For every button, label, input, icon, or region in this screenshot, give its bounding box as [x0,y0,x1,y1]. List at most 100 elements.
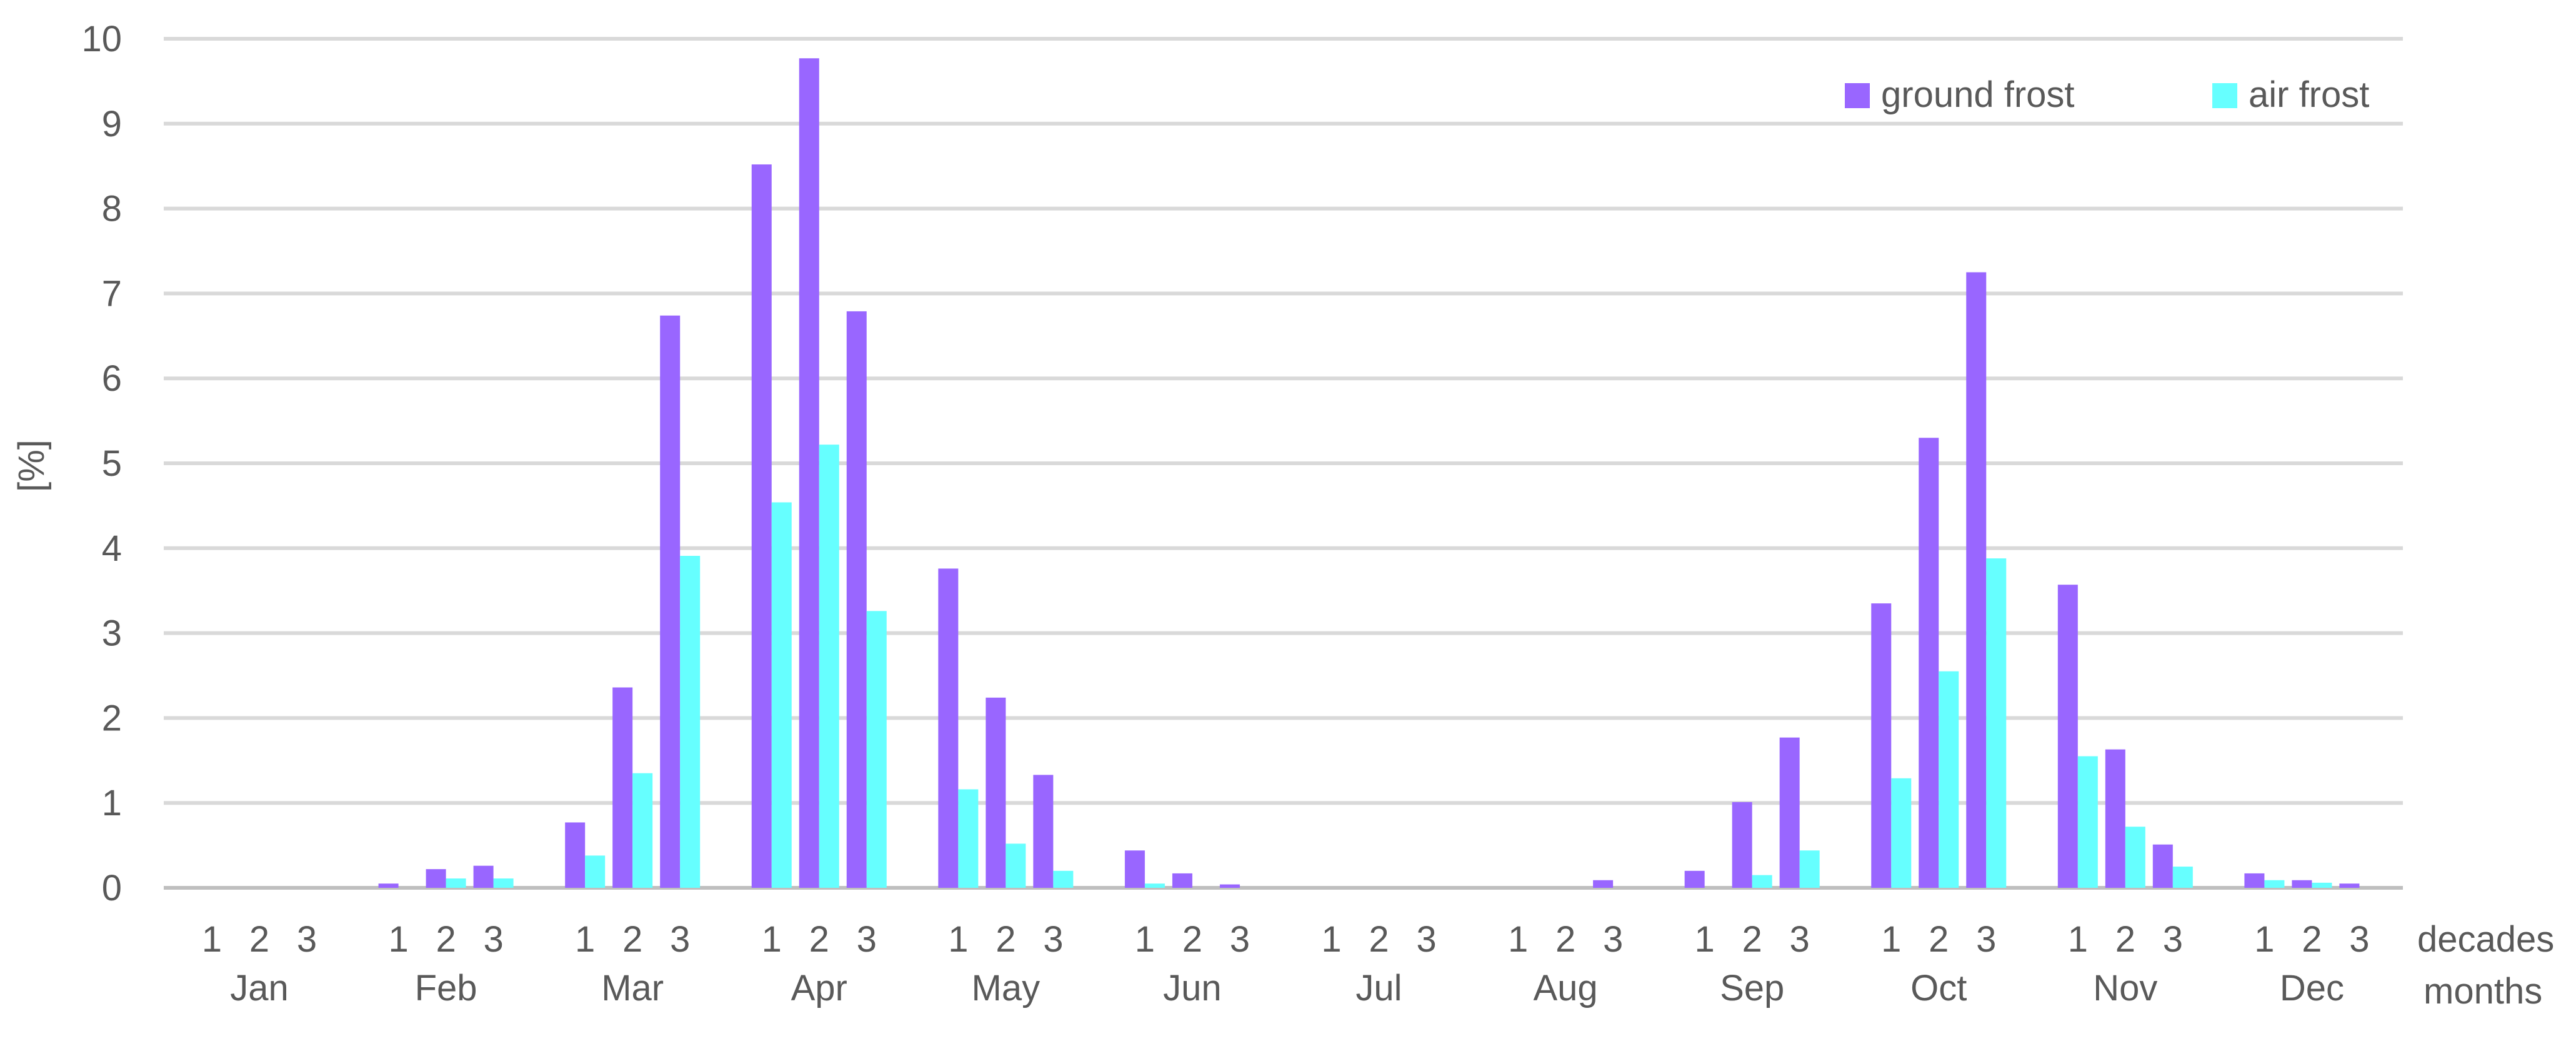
decade-tick-label: 3 [483,919,503,960]
air-frost-bar [2125,827,2145,888]
decade-tick-label: 2 [1369,919,1389,960]
decade-tick-label: 2 [1742,919,1762,960]
y-tick-label: 0 [102,868,122,908]
air-frost-bar [1752,875,1772,888]
x-axis-label-months: months [2424,971,2542,1012]
decade-tick-label: 1 [202,919,222,960]
y-tick-label: 9 [102,104,122,144]
ground-frost-bar [2105,749,2125,888]
legend-label-ground-frost: ground frost [1881,74,2075,115]
month-tick-label: Jun [1163,968,1222,1008]
decade-tick-label: 1 [762,919,782,960]
y-tick-label: 2 [102,698,122,738]
y-tick-label: 3 [102,613,122,654]
decade-tick-label: 3 [297,919,317,960]
air-frost-bar [1799,850,1820,888]
month-tick-label: Jan [230,968,289,1008]
air-frost-bar [632,773,653,888]
decade-tick-label: 1 [948,919,968,960]
ground-frost-bar [2057,585,2078,888]
ground-frost-bar [1779,737,1800,888]
air-frost-bar [771,502,792,888]
decade-tick-label: 1 [2068,919,2088,960]
decade-tick-label: 3 [1043,919,1063,960]
ground-frost-bar [2292,880,2312,888]
ground-frost-bar [1919,438,1939,888]
ground-frost-bar [1732,802,1752,888]
month-tick-label: Apr [791,968,847,1008]
ground-frost-bar [799,58,819,888]
ground-frost-bar [473,865,494,888]
month-tick-label: Aug [1533,968,1597,1008]
decade-tick-label: 3 [2163,919,2183,960]
legend: ground frost air frost [1845,74,2369,115]
decade-tick-label: 2 [2302,919,2322,960]
ground-frost-bar [1033,775,1054,888]
y-tick-label: 8 [102,189,122,229]
y-axis-tick-labels: 0 1 2 3 4 5 6 7 8 9 10 [81,19,122,908]
ground-frost-bar [1124,850,1145,888]
ground-frost-bar [2339,883,2360,888]
decade-tick-label: 1 [1508,919,1528,960]
decade-tick-label: 3 [1603,919,1623,960]
decade-tick-label: 3 [1790,919,1810,960]
air-frost-bar [1891,778,1912,888]
air-frost-bar [2077,756,2098,888]
decade-tick-label: 1 [388,919,408,960]
decade-tick-label: 1 [1881,919,1901,960]
air-frost-bar [958,789,979,888]
ground-frost-bar [378,883,399,888]
air-frost-bar [1053,870,1074,888]
y-tick-label: 7 [102,273,122,314]
decade-tick-label: 2 [809,919,829,960]
month-tick-label: Dec [2280,968,2344,1008]
decade-tick-label: 3 [857,919,877,960]
ground-frost-bar [2244,873,2265,888]
month-tick-label: Nov [2093,968,2157,1008]
ground-frost-bar [660,315,681,888]
month-tick-label: Mar [601,968,664,1008]
air-frost-bar [2264,880,2285,888]
decade-tick-label: 2 [1929,919,1949,960]
air-frost-bar [819,445,839,888]
decade-tick-label: 3 [1976,919,1996,960]
legend-swatch-air-frost [2212,83,2237,108]
decade-tick-label: 1 [1695,919,1715,960]
y-tick-label: 1 [102,783,122,823]
decade-tick-label: 2 [436,919,456,960]
gridlines [164,37,2403,890]
y-tick-label: 4 [102,528,122,569]
decade-tick-label: 2 [996,919,1016,960]
decade-tick-label: 1 [2254,919,2274,960]
decade-tick-label: 2 [2115,919,2135,960]
air-frost-bar [493,878,514,888]
bar-series [378,58,2360,888]
air-frost-bar [1006,843,1026,888]
ground-frost-bar [1684,870,1705,888]
ground-frost-bar [1172,873,1192,888]
decade-tick-label: 1 [1135,919,1155,960]
ground-frost-bar [1219,884,1240,888]
decade-tick-label: 2 [1182,919,1202,960]
decade-tick-label: 3 [1230,919,1250,960]
air-frost-bar [585,855,606,888]
ground-frost-bar [938,568,959,888]
ground-frost-bar [2152,844,2173,888]
month-tick-label: Jul [1355,968,1402,1008]
decade-tick-label: 1 [1321,919,1341,960]
decade-tick-label: 3 [1416,919,1436,960]
ground-frost-bar [846,311,867,888]
y-tick-label: 5 [102,443,122,484]
air-frost-bar [1144,883,1165,888]
air-frost-bar [1986,558,2007,888]
x-axis-label-decades: decades [2417,919,2554,960]
air-frost-bar [866,611,887,888]
y-axis-label: [%] [11,440,52,492]
ground-frost-bar [565,822,586,888]
month-tick-label: May [972,968,1041,1008]
decade-tick-label: 3 [670,919,690,960]
decade-tick-label: 2 [622,919,642,960]
ground-frost-bar [986,697,1006,888]
legend-swatch-ground-frost [1845,83,1870,108]
